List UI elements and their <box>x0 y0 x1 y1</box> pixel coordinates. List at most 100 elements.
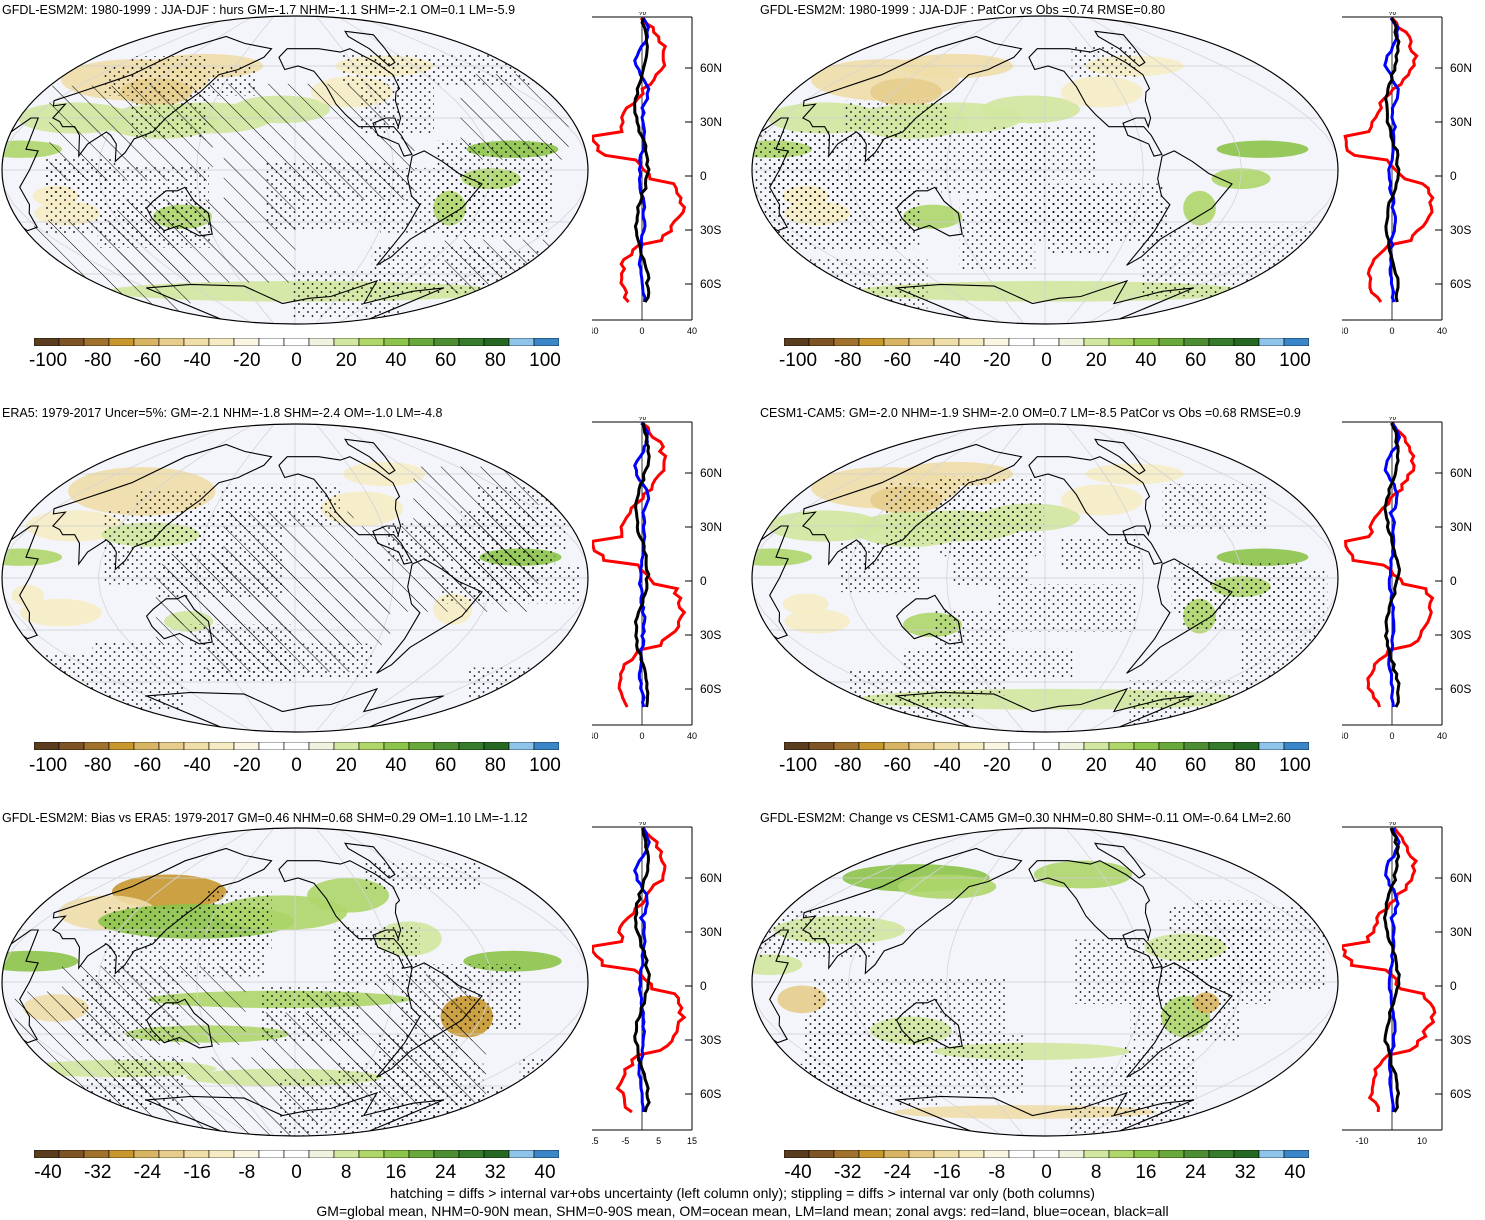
colorbar-swatch <box>233 1150 260 1158</box>
colorbar-tick-label: -32 <box>83 1162 112 1183</box>
colorbar-swatch <box>1283 1150 1309 1158</box>
colorbar-swatch <box>1183 1150 1210 1158</box>
colorbar-swatch <box>1133 338 1160 346</box>
colorbar-tick-label: -60 <box>133 350 162 371</box>
coastline <box>802 847 1023 975</box>
colorbar-tick-label: -60 <box>133 755 162 776</box>
colorbar-tick-label: -100 <box>778 350 818 371</box>
zonal-lat-tick: 30S <box>1450 1033 1471 1047</box>
zonal-x-tick: 0 <box>1389 326 1394 336</box>
coastline <box>278 860 413 969</box>
colorbar-tick-label: 40 <box>1135 755 1157 776</box>
colorbar-swatch <box>858 1150 885 1158</box>
coastline <box>145 594 213 645</box>
colorbar-swatch <box>908 742 935 750</box>
coastline <box>146 1091 444 1136</box>
p6-colorbar <box>784 1150 1309 1158</box>
zonal-lat-tick: 30N <box>700 520 722 534</box>
colorbar-swatch <box>1208 742 1235 750</box>
colorbar-tick-label: -8 <box>988 1162 1006 1183</box>
zonal-x-tick: 0 <box>639 731 644 741</box>
colorbar-swatch <box>183 742 210 750</box>
zonal-lat-tick: 30S <box>700 1033 721 1047</box>
colorbar-swatch <box>1133 742 1160 750</box>
colorbar-swatch <box>1008 742 1035 750</box>
zonal-lat-tick: 60S <box>700 277 721 291</box>
coastline <box>895 186 963 237</box>
colorbar-tick-label: 40 <box>385 755 407 776</box>
colorbar-swatch <box>1033 742 1060 750</box>
colorbar-swatch <box>483 1150 510 1158</box>
p4-map <box>751 423 1339 733</box>
coastline <box>752 525 790 640</box>
colorbar-swatch <box>333 1150 360 1158</box>
zonal-lat-tick: 0 <box>700 574 707 588</box>
colorbar-swatch <box>383 338 410 346</box>
colorbar-tick-label: 100 <box>1279 350 1311 371</box>
colorbar-swatch <box>958 338 985 346</box>
colorbar-swatch <box>83 1150 110 1158</box>
colorbar-tick-label: -20 <box>233 755 261 776</box>
colorbar-tick-label: -40 <box>183 755 211 776</box>
colorbar-swatch <box>283 1150 310 1158</box>
colorbar-swatch <box>483 742 510 750</box>
p5-map <box>1 827 589 1137</box>
colorbar-swatch <box>358 742 385 750</box>
coastline <box>896 687 1194 732</box>
zonal-lat-tick: 30S <box>700 628 721 642</box>
colorbar-swatch <box>133 338 160 346</box>
colorbar-tick-label: 60 <box>435 755 457 776</box>
coastline <box>1094 438 1146 475</box>
colorbar-swatch <box>108 1150 135 1158</box>
coastline <box>52 443 273 571</box>
colorbar-swatch <box>533 742 559 750</box>
colorbar-tick-label: -80 <box>833 350 862 371</box>
colorbar-swatch <box>283 742 310 750</box>
colorbar-tick-label: -24 <box>133 1162 162 1183</box>
colorbar-swatch <box>508 1150 535 1158</box>
colorbar-tick-label: 0 <box>1041 1162 1052 1183</box>
colorbar-tick-label: -100 <box>778 755 818 776</box>
colorbar-tick-label: -40 <box>34 1162 62 1183</box>
field-patch <box>11 584 45 606</box>
colorbar-tick-label: 40 <box>1284 1162 1306 1183</box>
colorbar-tick-label: 40 <box>1135 350 1157 371</box>
colorbar-swatch <box>108 338 135 346</box>
colorbar-tick-label: -40 <box>933 350 961 371</box>
zonal-land-line <box>592 421 687 708</box>
colorbar-swatch <box>183 1150 210 1158</box>
field-patch <box>1183 190 1216 226</box>
zonal-x-tick: -5 <box>621 1136 629 1146</box>
field-patch <box>1216 548 1309 566</box>
colorbar-tick-label: 8 <box>340 1162 352 1183</box>
zonal-x-tick: 10 <box>1417 1136 1427 1146</box>
colorbar-swatch <box>83 338 110 346</box>
p4-zonal-plot: % 60N 30N 0 30S 60S -40 0 40 <box>1342 417 1472 741</box>
colorbar-swatch <box>1108 338 1135 346</box>
colorbar-tick-label: -40 <box>784 1162 812 1183</box>
zonal-lat-tick: 30N <box>1450 520 1472 534</box>
zonal-lat-tick: 60S <box>1450 277 1471 291</box>
colorbar-tick-label: -40 <box>183 350 211 371</box>
zonal-x-label: % <box>1388 822 1396 827</box>
colorbar-swatch <box>833 742 860 750</box>
colorbar-swatch <box>858 742 885 750</box>
colorbar-swatch <box>508 742 535 750</box>
zonal-x-label: % <box>638 12 646 17</box>
colorbar-swatch <box>158 1150 185 1158</box>
coastline <box>1094 30 1146 67</box>
p2-colorbar <box>784 338 1309 346</box>
field-patch <box>19 598 102 627</box>
coastline <box>1126 558 1233 674</box>
colorbar-swatch <box>58 338 85 346</box>
coastline <box>145 186 213 237</box>
footer-note-hatching: hatching = diffs > internal var+obs unce… <box>390 1185 1095 1201</box>
coastline <box>896 279 1194 324</box>
colorbar-swatch <box>208 742 235 750</box>
colorbar-tick-label: 0 <box>1041 755 1052 776</box>
p6-map <box>751 827 1339 1137</box>
colorbar-swatch <box>983 338 1010 346</box>
coastline <box>1126 150 1233 266</box>
colorbar-tick-label: -16 <box>933 1162 961 1183</box>
zonal-lat-tick: 0 <box>700 169 707 183</box>
